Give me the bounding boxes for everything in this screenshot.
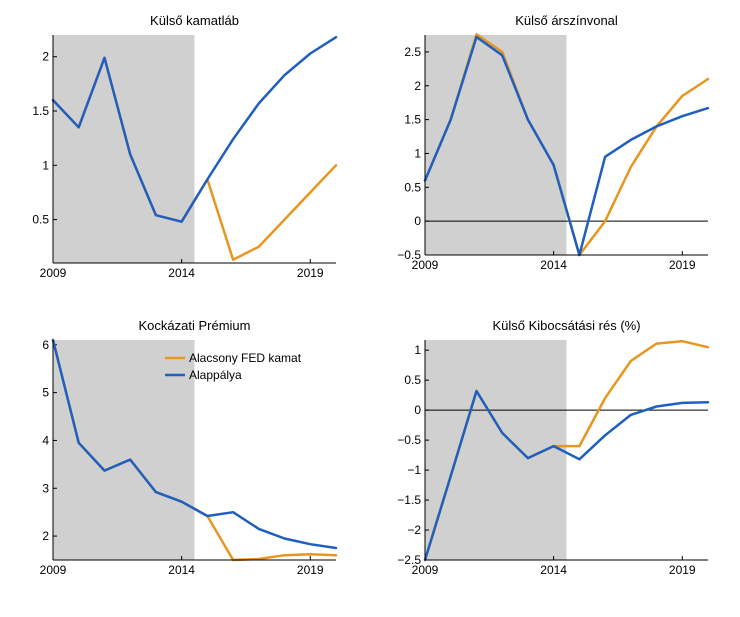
series-line-baseline (51, 338, 338, 550)
chart-title: Külső Kibocsátási rés (%) (492, 318, 640, 333)
chart-panel-4: Külső Kibocsátási rés (%) 2009 2014 2019 −2.… (397, 318, 710, 577)
x-tick-label: 2014 (540, 258, 567, 272)
x-tick-label: 2009 (412, 563, 439, 577)
legend: Alacsony FED kamat Alappálya (165, 351, 302, 382)
chart-panel-1: Külső kamatláb 2009 2014 2019 0.5 1 1.5 2 (32, 13, 338, 280)
legend-label: Alacsony FED kamat (189, 351, 302, 365)
x-tick-label: 2019 (297, 266, 324, 280)
x-tick-label: 2019 (669, 563, 696, 577)
y-tick-label: 2.5 (404, 45, 421, 59)
x-tick-label: 2009 (40, 563, 67, 577)
shaded-region (425, 35, 567, 255)
y-tick-label: 5 (42, 386, 49, 400)
x-tick-label: 2009 (412, 258, 439, 272)
chart-panel-3: Kockázati Prémium 2009 2014 2019 2 3 4 5 6 Alacso… (40, 318, 338, 577)
y-tick-label: 3 (42, 481, 49, 495)
y-tick-label: 4 (42, 433, 49, 447)
y-tick-label: −0.5 (397, 433, 421, 447)
y-tick-label: −2 (407, 523, 421, 537)
y-tick-label: 6 (42, 338, 49, 352)
y-tick-label: 1 (42, 158, 49, 172)
y-tick-label: 0.5 (404, 180, 421, 194)
y-tick-label: 1.5 (404, 113, 421, 127)
y-tick-label: −0.5 (397, 248, 421, 262)
series-line-baseline (423, 389, 710, 562)
shaded-region (53, 35, 195, 263)
chart-title: Kockázati Prémium (139, 318, 251, 333)
y-tick-label: 1 (414, 343, 421, 357)
series-line-baseline (423, 35, 710, 257)
y-tick-label: −1 (407, 463, 421, 477)
chart-panel-2: Külső árszínvonal 2009 2014 2019 −0.5 0 0.5 1 1.… (397, 13, 710, 272)
chart-title: Külső árszínvonal (515, 13, 618, 28)
y-tick-label: 0.5 (32, 213, 49, 227)
y-tick-label: −1.5 (397, 493, 421, 507)
x-tick-label: 2014 (168, 563, 195, 577)
y-tick-label: 0 (414, 214, 421, 228)
y-tick-label: 2 (414, 79, 421, 93)
shaded-region (53, 340, 195, 560)
x-tick-label: 2019 (669, 258, 696, 272)
y-tick-label: −2.5 (397, 553, 421, 567)
series-line-baseline (51, 35, 338, 223)
y-tick-label: 2 (42, 529, 49, 543)
y-tick-label: 2 (42, 50, 49, 64)
chart-title: Külső kamatláb (150, 13, 239, 28)
x-tick-label: 2014 (540, 563, 567, 577)
x-tick-label: 2019 (297, 563, 324, 577)
y-tick-label: 0 (414, 403, 421, 417)
y-tick-label: 1.5 (32, 104, 49, 118)
y-tick-label: 0.5 (404, 373, 421, 387)
y-tick-label: 1 (414, 146, 421, 160)
legend-label: Alappálya (189, 368, 242, 382)
x-tick-label: 2009 (40, 266, 67, 280)
x-tick-label: 2014 (168, 266, 195, 280)
